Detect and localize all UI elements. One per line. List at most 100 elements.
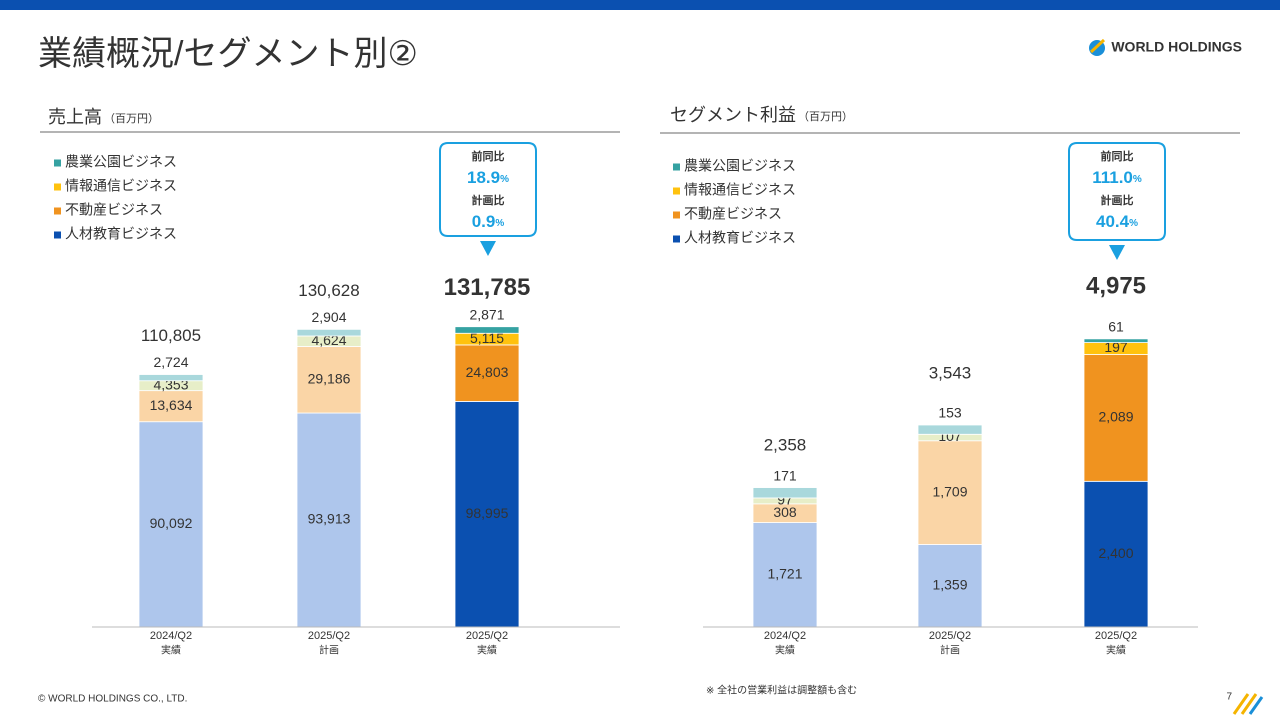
bar-segment bbox=[454, 344, 520, 402]
callout-pointer bbox=[1109, 245, 1125, 260]
bar-segment bbox=[1083, 338, 1149, 343]
bar-segment bbox=[296, 412, 362, 628]
bar-segment bbox=[1083, 480, 1149, 628]
data-label: 2,089 bbox=[1098, 409, 1133, 425]
data-label: 98,995 bbox=[466, 505, 509, 521]
x-tick-label: 2024/Q2 bbox=[764, 630, 806, 642]
chart-title: セグメント利益 bbox=[670, 105, 796, 125]
bar-segment bbox=[454, 326, 520, 334]
data-label: 29,186 bbox=[308, 370, 351, 386]
x-tick-label: 2024/Q2 bbox=[150, 630, 192, 642]
callout-label: 計画比 bbox=[1101, 193, 1134, 207]
legend-swatch bbox=[673, 211, 680, 219]
legend-label: 情報通信ビジネス bbox=[65, 178, 177, 194]
callout-pointer bbox=[480, 241, 496, 256]
data-label: 5,115 bbox=[470, 330, 504, 346]
x-tick-note: 実績 bbox=[477, 644, 497, 657]
legend-swatch bbox=[673, 163, 680, 171]
data-label: 2,904 bbox=[311, 309, 346, 325]
data-label: 90,092 bbox=[150, 515, 193, 531]
data-label: 13,634 bbox=[150, 397, 193, 413]
x-tick-label: 2025/Q2 bbox=[466, 630, 508, 642]
total-label: 131,785 bbox=[444, 274, 531, 301]
bar-segment bbox=[296, 328, 362, 337]
data-label: 61 bbox=[1108, 319, 1124, 335]
legend-label: 情報通信ビジネス bbox=[684, 182, 796, 198]
legend-label: 不動産ビジネス bbox=[65, 202, 163, 218]
legend-swatch bbox=[54, 159, 61, 167]
total-label: 130,628 bbox=[298, 281, 359, 300]
callout-label: 前同比 bbox=[1101, 149, 1134, 163]
chart-unit: （百万円） bbox=[104, 112, 159, 125]
data-label: 1,721 bbox=[767, 565, 802, 581]
top-band bbox=[0, 0, 1280, 10]
bar-segment bbox=[917, 424, 983, 435]
legend-swatch bbox=[673, 187, 680, 195]
logo-text: WORLD HOLDINGS bbox=[1111, 39, 1242, 55]
data-label: 1,709 bbox=[932, 483, 967, 499]
bar-segment bbox=[917, 440, 983, 545]
bar-segment bbox=[752, 487, 818, 499]
total-label: 4,975 bbox=[1086, 272, 1146, 299]
logo-icon-stroke bbox=[1089, 38, 1106, 54]
legend-swatch bbox=[54, 231, 61, 239]
total-label: 3,543 bbox=[929, 363, 972, 382]
legend-label: 不動産ビジネス bbox=[684, 206, 782, 222]
chart-title: 売上高 bbox=[48, 107, 102, 127]
callout-box bbox=[439, 142, 537, 237]
total-label: 110,805 bbox=[141, 326, 201, 345]
data-label: 2,871 bbox=[469, 306, 504, 322]
x-tick-note: 計画 bbox=[319, 644, 339, 657]
data-label: 153 bbox=[938, 405, 962, 421]
data-label: 2,724 bbox=[153, 354, 188, 370]
callout-number: 111.0 bbox=[1092, 168, 1133, 187]
x-tick-note: 実績 bbox=[161, 644, 181, 657]
page-number: 7 bbox=[1226, 692, 1232, 703]
data-label: 2,400 bbox=[1098, 545, 1133, 561]
bar-segment bbox=[752, 522, 818, 628]
corner-mark bbox=[1232, 693, 1258, 715]
x-tick-note: 実績 bbox=[775, 644, 795, 657]
callout-number: 18.9 bbox=[467, 168, 500, 187]
total-label: 2,358 bbox=[764, 435, 807, 454]
callout-unit: % bbox=[1129, 218, 1138, 229]
legend-label: 農業公園ビジネス bbox=[65, 154, 177, 170]
x-tick-label: 2025/Q2 bbox=[308, 630, 350, 642]
callout-value: 111.0% bbox=[1092, 168, 1142, 187]
footer: © WORLD HOLDINGS CO., LTD. bbox=[38, 694, 187, 705]
callout-value: 40.4% bbox=[1096, 212, 1138, 231]
bar-segment bbox=[138, 374, 204, 382]
x-tick-label: 2025/Q2 bbox=[929, 630, 971, 642]
callout-number: 0.9 bbox=[472, 212, 496, 231]
callout-label: 計画比 bbox=[472, 193, 505, 207]
x-tick-note: 計画 bbox=[940, 644, 960, 657]
x-tick-label: 2025/Q2 bbox=[1095, 630, 1137, 642]
legend-swatch bbox=[54, 183, 61, 191]
callout-label: 前同比 bbox=[472, 149, 505, 163]
data-label: 197 bbox=[1104, 339, 1128, 355]
data-label: 1,359 bbox=[932, 576, 967, 592]
data-label: 24,803 bbox=[466, 364, 509, 380]
callout-value: 18.9% bbox=[467, 168, 509, 187]
callout-number: 40.4 bbox=[1096, 212, 1130, 231]
callout-unit: % bbox=[495, 218, 504, 229]
chart-unit: （百万円） bbox=[798, 110, 853, 123]
callout-unit: % bbox=[500, 174, 509, 185]
legend-swatch bbox=[673, 235, 680, 243]
x-tick-note: 実績 bbox=[1106, 644, 1126, 657]
callout-unit: % bbox=[1133, 174, 1142, 185]
callout-value: 0.9% bbox=[472, 212, 505, 231]
legend-label: 農業公園ビジネス bbox=[684, 158, 796, 174]
footnote: ※ 全社の営業利益は調整額も含む bbox=[706, 684, 857, 697]
slide-title: 業績概況/セグメント別② bbox=[38, 35, 418, 73]
data-label: 308 bbox=[773, 504, 797, 520]
data-label: 171 bbox=[773, 467, 797, 483]
corner-mark bbox=[1248, 696, 1264, 715]
callout-box bbox=[1068, 142, 1166, 241]
legend-label: 人材教育ビジネス bbox=[684, 230, 796, 246]
bar-segment bbox=[1083, 354, 1149, 482]
data-label: 93,913 bbox=[308, 511, 351, 527]
legend-swatch bbox=[54, 207, 61, 215]
bar-segment bbox=[454, 401, 520, 628]
